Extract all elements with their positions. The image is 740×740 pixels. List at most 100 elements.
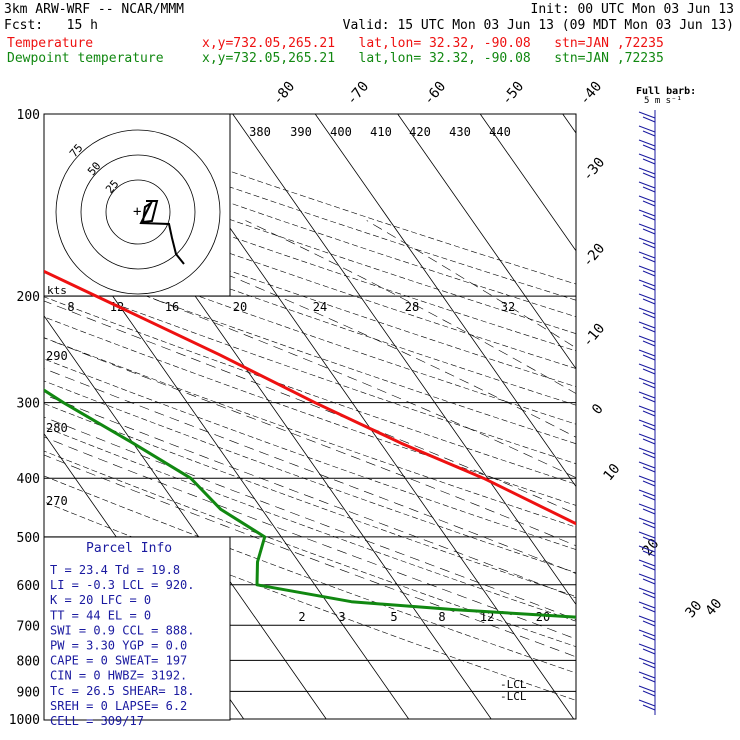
parcel-info-row: PW = 3.30 YGP = 0.0 <box>50 639 187 653</box>
wind-barb <box>638 195 656 207</box>
theta-label: 430 <box>449 125 471 139</box>
parcel-info-row: SREH = 0 LAPSE= 6.2 <box>50 699 187 713</box>
lcl-label: -LCL <box>500 678 527 691</box>
wind-barb <box>638 657 656 669</box>
wind-barb <box>638 293 656 305</box>
dry-adiabat <box>44 276 576 465</box>
legend-temperature-name: Temperature <box>7 36 94 51</box>
moist-adiabat <box>44 300 576 515</box>
theta-left-label: 290 <box>46 349 68 363</box>
parcel-info-row: CIN = 0 HWBZ= 3192. <box>50 669 187 683</box>
pressure-tick-label: 700 <box>17 619 40 634</box>
wind-barb <box>638 573 656 585</box>
hodograph-frame <box>43 113 231 297</box>
wind-legend-label: Full barb: <box>636 86 696 97</box>
wind-barb <box>638 615 656 627</box>
isotherm-line <box>479 114 576 252</box>
moist-adiabat <box>44 255 576 479</box>
wind-barb <box>638 265 656 277</box>
wind-barb <box>638 433 656 445</box>
wind-barb <box>638 587 656 599</box>
wind-barb <box>638 419 656 431</box>
isotherm-label: -30 <box>580 155 609 185</box>
parcel-info-row: CELL = 309/17 <box>50 714 144 728</box>
header-line1-right: Init: 00 UTC Mon 03 Jun 13 <box>530 2 735 17</box>
theta-left-label: 280 <box>46 421 68 435</box>
wind-barb <box>638 447 656 459</box>
lcl-label: -LCL <box>500 690 527 703</box>
mixing-ratio-label: 20 <box>536 610 550 624</box>
mixing-ratio-label: 3 <box>338 610 345 624</box>
isotherm-label: -80 <box>270 79 299 109</box>
wind-barb <box>638 363 656 375</box>
lower-axis-label: 32 <box>501 300 515 314</box>
lower-axis-label: 24 <box>313 300 327 314</box>
wind-barb <box>638 181 656 193</box>
wind-barb <box>638 405 656 417</box>
sounding-traces <box>44 269 576 619</box>
pressure-tick-label: 200 <box>17 290 40 305</box>
isotherm-line <box>44 315 327 719</box>
dry-adiabat <box>44 257 576 445</box>
pressure-tick-label: 1000 <box>9 713 40 728</box>
pressure-tick-label: 900 <box>17 685 40 700</box>
wind-barb <box>638 629 656 641</box>
isotherm-label: 40 <box>702 596 725 619</box>
wind-barb <box>638 699 656 711</box>
parcel-info-title: Parcel Info <box>86 541 172 556</box>
pressure-tick-label: 300 <box>17 397 40 412</box>
parcel-info-row: TT = 44 EL = 0 <box>50 608 151 622</box>
parcel-info-row: CAPE = 0 SWEAT= 197 <box>50 654 187 668</box>
hodograph-origin: + <box>133 204 141 220</box>
dry-adiabat <box>44 426 576 622</box>
wind-barb <box>638 377 656 389</box>
isotherm-label: -60 <box>421 79 450 109</box>
parcel-info-frame <box>43 536 231 721</box>
theta-label: 380 <box>249 125 271 139</box>
theta-label: 440 <box>489 125 511 139</box>
parcel-info-row: LI = -0.3 LCL = 920. <box>50 578 195 592</box>
moist-adiabat <box>366 220 576 349</box>
wind-barb <box>638 223 656 235</box>
isotherm-label: -40 <box>577 79 606 109</box>
isotherm-label: -10 <box>580 321 609 351</box>
header-line2-right: Valid: 15 UTC Mon 03 Jun 13 (09 MDT Mon … <box>342 18 734 33</box>
parcel-info-row: Tc = 26.5 SHEAR= 18. <box>50 684 195 698</box>
wind-barb <box>638 503 656 515</box>
wind-barb <box>638 489 656 501</box>
wind-barb <box>638 251 656 263</box>
pressure-tick-label: 500 <box>17 531 40 546</box>
wind-barb <box>638 461 656 473</box>
wind-barb <box>638 279 656 291</box>
wind-barb <box>638 335 656 347</box>
theta-label: 420 <box>409 125 431 139</box>
wind-barb <box>638 391 656 403</box>
legend-temperature-info: x,y=732.05,265.21 lat,lon= 32.32, -90.08… <box>202 36 664 51</box>
wind-barb <box>638 321 656 333</box>
wind-barb <box>638 531 656 543</box>
isotherm-line <box>728 114 740 719</box>
wind-barb <box>638 167 656 179</box>
lower-axis-label: 8 <box>67 300 74 314</box>
theta-label: 390 <box>290 125 312 139</box>
isotherm-line <box>232 114 576 606</box>
theta-label: 400 <box>330 125 352 139</box>
mixing-ratio-label: 8 <box>438 610 445 624</box>
wind-barb <box>638 125 656 137</box>
mixing-ratio-label: 2 <box>298 610 305 624</box>
wind-legend-units: 5 m s⁻¹ <box>644 96 682 106</box>
dewpoint-trace <box>44 388 576 619</box>
wind-barb <box>638 111 656 123</box>
moist-adiabat <box>94 220 576 438</box>
dry-adiabat <box>44 239 576 425</box>
wind-barb <box>638 601 656 613</box>
moist-adiabat <box>44 436 576 640</box>
wind-barb <box>638 475 656 487</box>
isotherm-line <box>314 114 576 488</box>
wind-barb <box>638 559 656 571</box>
wind-barb <box>638 209 656 221</box>
dry-adiabat <box>44 203 576 388</box>
isotherm-label: -50 <box>499 79 528 109</box>
